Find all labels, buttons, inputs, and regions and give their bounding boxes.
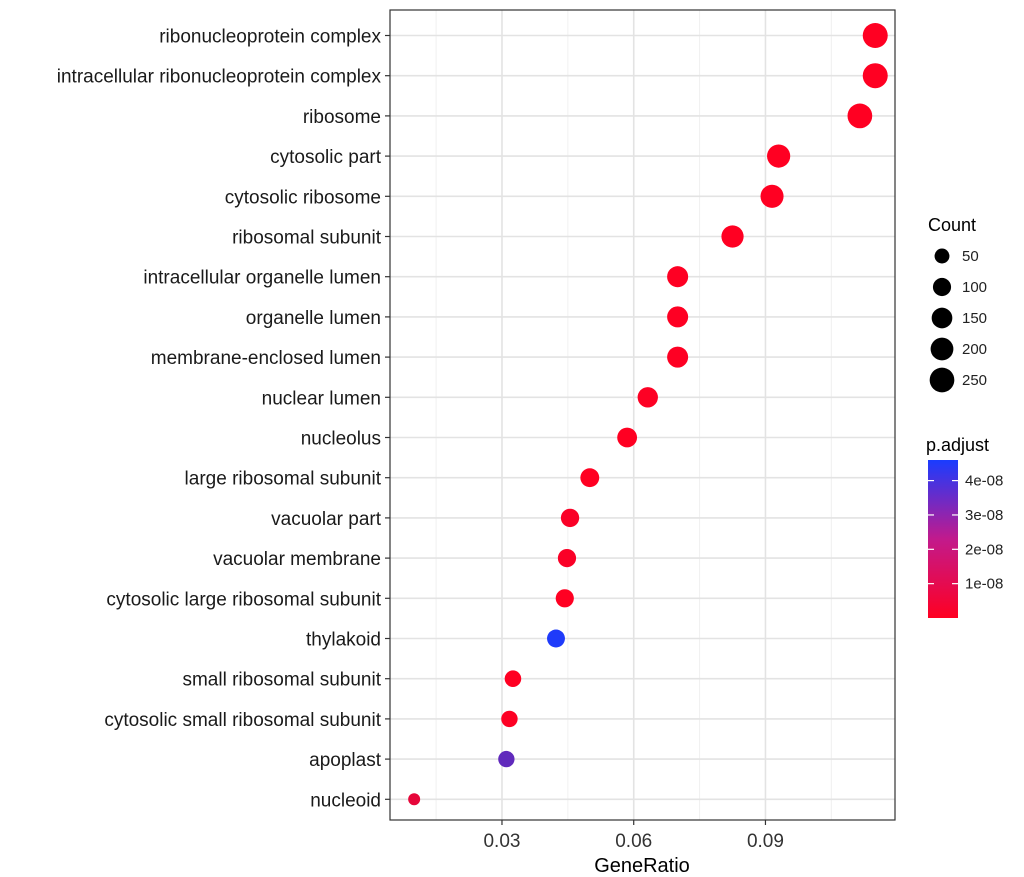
size-legend-label: 150 xyxy=(962,310,987,327)
panel-border xyxy=(389,9,896,821)
data-point xyxy=(767,144,791,168)
y-tick-label: apoplast xyxy=(309,750,382,771)
size-legend: 50 100 150 200 250 xyxy=(929,248,987,393)
y-tick-label: cytosolic small ribosomal subunit xyxy=(104,710,381,731)
x-axis-title: GeneRatio xyxy=(594,855,690,877)
y-axis: ribonucleoprotein complex intracellular r… xyxy=(57,27,390,811)
data-point xyxy=(498,750,515,768)
minor-gridlines xyxy=(435,10,832,820)
data-point xyxy=(721,225,744,248)
data-points xyxy=(408,23,888,806)
color-legend-title: p.adjust xyxy=(926,435,989,455)
size-legend-label: 100 xyxy=(962,279,987,296)
y-tick-label: organelle lumen xyxy=(246,308,381,329)
x-tick-label: 0.09 xyxy=(747,831,784,852)
data-point xyxy=(557,548,577,568)
color-legend-label: 2e-08 xyxy=(965,541,1003,558)
y-tick-label: cytosolic ribosome xyxy=(225,187,381,208)
data-point xyxy=(501,710,518,728)
color-legend-label: 4e-08 xyxy=(965,473,1003,490)
data-point xyxy=(408,793,421,806)
y-tick-label: membrane-enclosed lumen xyxy=(151,348,381,369)
major-gridlines xyxy=(390,10,895,820)
data-point xyxy=(555,589,574,608)
size-legend-key xyxy=(931,307,953,329)
y-tick-label: small ribosomal subunit xyxy=(182,670,381,691)
size-legend-label: 250 xyxy=(962,372,987,389)
color-legend-label: 1e-08 xyxy=(965,576,1003,593)
data-point xyxy=(760,184,784,208)
x-axis: 0.03 0.06 0.09 xyxy=(483,820,784,852)
data-point xyxy=(847,103,873,129)
data-point xyxy=(617,427,638,448)
data-point xyxy=(667,346,689,368)
data-point xyxy=(580,468,600,488)
size-legend-label: 200 xyxy=(962,341,987,358)
y-tick-label: ribonucleoprotein complex xyxy=(159,27,381,48)
y-tick-label: vacuolar membrane xyxy=(213,549,381,570)
data-point xyxy=(667,306,689,328)
data-point xyxy=(862,63,888,89)
y-tick-label: large ribosomal subunit xyxy=(185,469,382,490)
data-point xyxy=(547,629,565,648)
y-tick-label: nucleolus xyxy=(301,429,381,450)
y-tick-label: ribosome xyxy=(303,107,381,128)
y-tick-label: thylakoid xyxy=(306,630,381,651)
y-tick-label: intracellular ribonucleoprotein complex xyxy=(57,67,382,88)
x-tick-label: 0.03 xyxy=(483,831,520,852)
data-point xyxy=(667,266,689,288)
size-legend-label: 50 xyxy=(962,248,979,265)
x-tick-label: 0.06 xyxy=(615,831,652,852)
color-legend-label: 3e-08 xyxy=(965,507,1003,524)
size-legend-key xyxy=(932,277,952,297)
y-tick-label: cytosolic part xyxy=(270,147,382,168)
data-point xyxy=(637,387,658,408)
data-point xyxy=(504,670,522,687)
y-tick-label: vacuolar part xyxy=(271,509,382,530)
data-point xyxy=(862,23,888,48)
color-legend-ticks: 1e-08 2e-08 3e-08 4e-08 xyxy=(928,473,1003,593)
y-tick-label: nuclear lumen xyxy=(262,388,381,409)
data-point xyxy=(560,508,580,528)
size-legend-title: Count xyxy=(928,215,976,235)
y-tick-label: ribosomal subunit xyxy=(232,228,382,249)
y-tick-label: intracellular organelle lumen xyxy=(143,268,381,289)
y-tick-label: nucleoid xyxy=(310,790,381,811)
y-tick-label: cytosolic large ribosomal subunit xyxy=(106,589,381,610)
size-legend-key xyxy=(934,248,950,264)
size-legend-key xyxy=(930,337,954,361)
color-legend-bar xyxy=(928,460,958,618)
panel-background xyxy=(390,10,895,820)
size-legend-key xyxy=(929,367,955,393)
